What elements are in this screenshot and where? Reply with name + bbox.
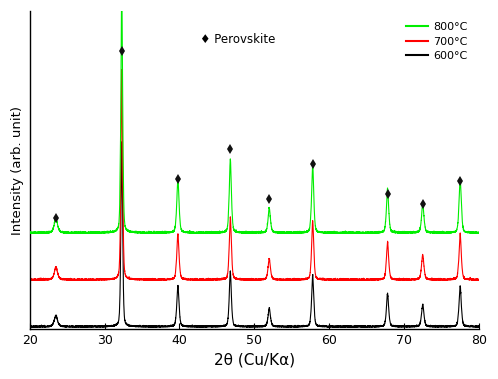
X-axis label: 2θ (Cu/Kα): 2θ (Cu/Kα) xyxy=(214,353,295,368)
Text: ♦ Perovskite: ♦ Perovskite xyxy=(200,33,276,46)
Legend: 800°C, 700°C, 600°C: 800°C, 700°C, 600°C xyxy=(400,17,473,67)
Y-axis label: Intensity (arb. unit): Intensity (arb. unit) xyxy=(11,106,24,235)
